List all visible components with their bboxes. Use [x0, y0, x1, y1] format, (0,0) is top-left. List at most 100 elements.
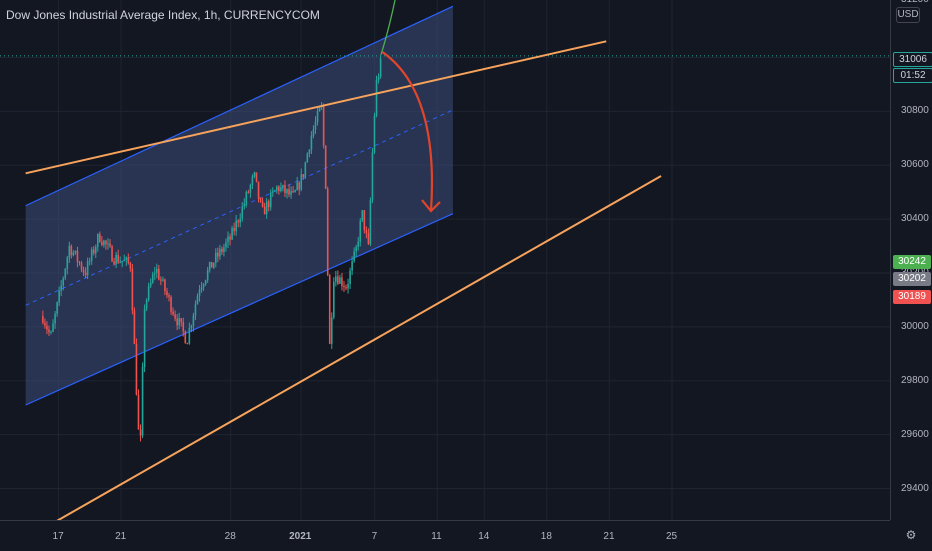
trendline-1 — [25, 40, 607, 175]
candle-body — [306, 153, 309, 163]
candle-body — [237, 220, 239, 223]
time-tick-label: 14 — [478, 531, 490, 542]
candle-body — [192, 315, 195, 326]
candle-body — [333, 281, 335, 318]
candle-body — [68, 246, 71, 258]
price-tag-green: 30242 — [893, 255, 931, 269]
candle-body — [182, 322, 185, 332]
candle-body — [375, 80, 378, 116]
price-tick-label: 30800 — [901, 105, 929, 117]
time-tick-label: 17 — [52, 531, 64, 542]
candles — [42, 55, 382, 442]
candle-body — [123, 260, 126, 262]
candle-body — [103, 240, 105, 246]
candle-body — [225, 242, 227, 248]
candle-body — [330, 317, 333, 344]
candle-body — [48, 329, 50, 333]
candle-body — [233, 227, 235, 232]
candle-body — [339, 277, 341, 284]
candle-body — [341, 277, 343, 286]
candle-body — [265, 201, 268, 215]
candle-body — [186, 343, 189, 345]
chart-title: Dow Jones Industrial Average Index, 1h, … — [6, 8, 320, 22]
gear-icon[interactable]: ⚙ — [905, 528, 917, 542]
candle-body — [153, 272, 156, 275]
candle-body — [119, 261, 121, 263]
candle-body — [253, 172, 256, 177]
candle-body — [88, 260, 91, 262]
candle-body — [221, 248, 223, 253]
time-tick-label: 7 — [371, 531, 378, 542]
regression-channel — [0, 5, 890, 406]
candle-body — [160, 279, 162, 281]
candle-body — [115, 254, 117, 264]
candle-body — [117, 254, 119, 263]
candle-body — [158, 268, 160, 280]
candle-body — [196, 295, 199, 305]
candle-body — [314, 121, 317, 130]
candle-body — [280, 187, 282, 191]
price-axis[interactable]: USD 31200 294002960029800300003020030400… — [890, 0, 932, 520]
price-chart[interactable] — [0, 0, 890, 520]
candle-body — [369, 200, 372, 244]
candle-body — [125, 257, 128, 261]
candle-body — [147, 286, 150, 300]
currency-badge[interactable]: USD — [896, 7, 920, 23]
candle-body — [310, 135, 313, 150]
candle-body — [131, 268, 134, 311]
candle-body — [235, 220, 237, 232]
candle-body — [129, 262, 132, 269]
candle-body — [212, 262, 215, 268]
time-tick-label: 18 — [540, 531, 552, 542]
candle-body — [162, 279, 164, 281]
price-tag-gray: 30202 — [893, 272, 931, 286]
chart-area[interactable]: Dow Jones Industrial Average Index, 1h, … — [0, 0, 890, 520]
candle-body — [229, 236, 231, 240]
forecast-up-curve — [380, 0, 396, 55]
time-tick-label: 21 — [603, 531, 615, 542]
candle-body — [202, 284, 205, 288]
candle-body — [322, 105, 325, 146]
price-tick-partial: 31200 — [901, 0, 929, 5]
candle-body — [105, 240, 107, 245]
candle-body — [72, 252, 75, 256]
candle-body — [363, 210, 366, 231]
candle-body — [164, 279, 166, 292]
trendline-2 — [56, 175, 662, 520]
time-axis[interactable]: 17 21 28 2021 7 11 14 18 21 25 — [0, 520, 890, 551]
candle-body — [261, 201, 264, 207]
price-tick-label: 29400 — [901, 482, 929, 494]
candle-body — [292, 191, 294, 193]
candle-body — [239, 218, 242, 223]
candle-body — [97, 233, 99, 247]
candle-body — [80, 263, 83, 270]
price-tag-red: 30189 — [893, 290, 931, 304]
candle-body — [316, 111, 319, 122]
candle-body — [109, 243, 111, 247]
candle-body — [284, 184, 286, 194]
time-tick-label: 21 — [115, 531, 127, 542]
candle-body — [198, 289, 201, 296]
candle-body — [308, 149, 311, 154]
candle-body — [137, 394, 140, 430]
candle-body — [78, 261, 81, 264]
candle-body — [257, 181, 260, 199]
candle-body — [46, 325, 48, 330]
price-tick-label: 30600 — [901, 159, 929, 171]
candle-body — [121, 261, 124, 263]
candle-body — [276, 186, 278, 191]
candle-body — [141, 366, 144, 436]
arrow-head — [421, 199, 441, 213]
candle-body — [351, 261, 353, 271]
candle-body — [379, 58, 382, 77]
candle-body — [215, 252, 217, 263]
candle-body — [377, 76, 380, 81]
candle-body — [302, 174, 305, 178]
candle-body — [278, 186, 280, 191]
candle-body — [267, 201, 270, 208]
candle-body — [296, 182, 298, 191]
candle-body — [94, 246, 97, 254]
candle-body — [300, 174, 303, 190]
candle-body — [223, 247, 225, 253]
candle-body — [194, 304, 197, 316]
